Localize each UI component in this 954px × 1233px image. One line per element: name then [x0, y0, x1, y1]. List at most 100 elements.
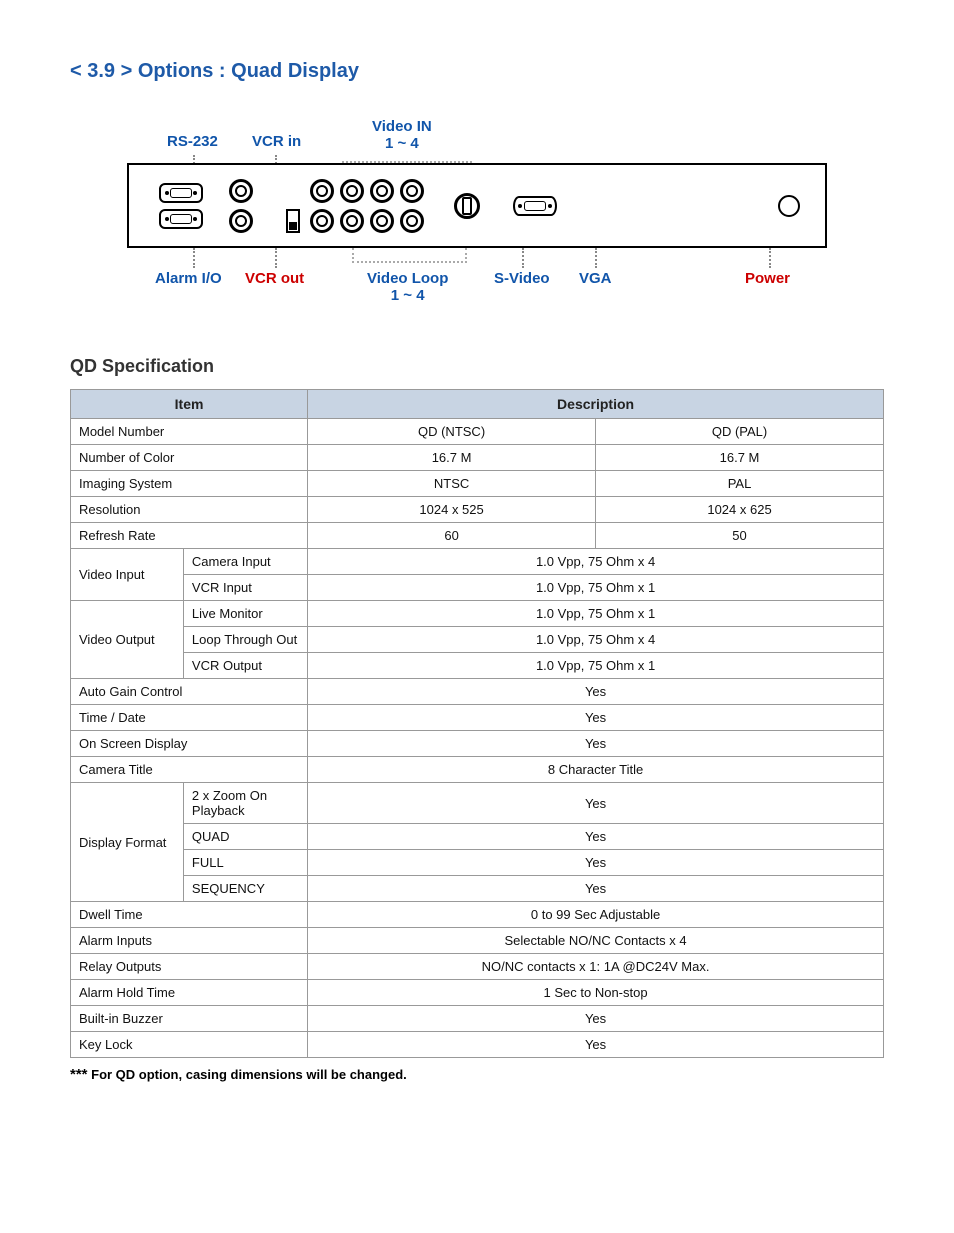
cell-val: 1 Sec to Non-stop	[308, 980, 884, 1006]
cell-val: 8 Character Title	[308, 757, 884, 783]
cell-item: Alarm Hold Time	[71, 980, 308, 1006]
table-row: Alarm Hold Time 1 Sec to Non-stop	[71, 980, 884, 1006]
cell-val: Yes	[308, 1032, 884, 1058]
table-row: Imaging System NTSC PAL	[71, 471, 884, 497]
table-row: Alarm Inputs Selectable NO/NC Contacts x…	[71, 928, 884, 954]
cell-subitem: 2 x Zoom On Playback	[183, 783, 307, 824]
cell-item: Number of Color	[71, 445, 308, 471]
cell-val-pal: 16.7 M	[596, 445, 884, 471]
cell-val: NO/NC contacts x 1: 1A @DC24V Max.	[308, 954, 884, 980]
cell-subitem: QUAD	[183, 824, 307, 850]
cell-item: Auto Gain Control	[71, 679, 308, 705]
label-alarm-io: Alarm I/O	[155, 270, 222, 287]
cell-item: Refresh Rate	[71, 523, 308, 549]
cell-item: Key Lock	[71, 1032, 308, 1058]
label-vcr-out: VCR out	[245, 270, 304, 287]
cell-val: 0 to 99 Sec Adjustable	[308, 902, 884, 928]
cell-subitem: SEQUENCY	[183, 876, 307, 902]
cell-val-ntsc: QD (NTSC)	[308, 419, 596, 445]
table-row: Display Format 2 x Zoom On Playback Yes	[71, 783, 884, 824]
table-row: Auto Gain Control Yes	[71, 679, 884, 705]
cell-val: Yes	[308, 679, 884, 705]
cell-val: Yes	[308, 824, 884, 850]
label-vcr-in: VCR in	[252, 133, 301, 150]
table-row: Built-in Buzzer Yes	[71, 1006, 884, 1032]
cell-subitem: VCR Input	[183, 575, 307, 601]
panel-box	[127, 163, 827, 248]
connector-diagram: RS-232 VCR in Video IN 1 ~ 4	[127, 113, 827, 306]
label-rs232: RS-232	[167, 133, 218, 150]
label-svideo: S-Video	[494, 270, 550, 287]
svideo-port	[454, 193, 480, 219]
cell-val: 1.0 Vpp, 75 Ohm x 1	[308, 575, 884, 601]
cell-val-ntsc: NTSC	[308, 471, 596, 497]
vga-port	[513, 196, 557, 216]
cell-val-pal: QD (PAL)	[596, 419, 884, 445]
cell-subitem: Live Monitor	[183, 601, 307, 627]
rs232-alarm-ports	[159, 183, 203, 229]
table-row: Video Output Live Monitor 1.0 Vpp, 75 Oh…	[71, 601, 884, 627]
table-row: Loop Through Out 1.0 Vpp, 75 Ohm x 4	[71, 627, 884, 653]
cell-item: Resolution	[71, 497, 308, 523]
cell-item-group: Video Input	[71, 549, 184, 601]
label-power: Power	[745, 270, 790, 287]
cell-val: 1.0 Vpp, 75 Ohm x 1	[308, 601, 884, 627]
vcr-ports	[229, 179, 253, 233]
table-header-row: Item Description	[71, 390, 884, 419]
cell-item: Relay Outputs	[71, 954, 308, 980]
footnote: *** For QD option, casing dimensions wil…	[70, 1066, 884, 1083]
spec-table: Item Description Model Number QD (NTSC) …	[70, 389, 884, 1058]
cell-val-pal: 1024 x 625	[596, 497, 884, 523]
table-row: Relay Outputs NO/NC contacts x 1: 1A @DC…	[71, 954, 884, 980]
table-row: Camera Title 8 Character Title	[71, 757, 884, 783]
table-row: On Screen Display Yes	[71, 731, 884, 757]
header-item: Item	[71, 390, 308, 419]
cell-val: Yes	[308, 876, 884, 902]
footnote-stars: ***	[70, 1066, 88, 1083]
cell-val: 1.0 Vpp, 75 Ohm x 4	[308, 627, 884, 653]
table-row: Video Input Camera Input 1.0 Vpp, 75 Ohm…	[71, 549, 884, 575]
cell-item: Model Number	[71, 419, 308, 445]
cell-val-ntsc: 60	[308, 523, 596, 549]
cell-val: 1.0 Vpp, 75 Ohm x 4	[308, 549, 884, 575]
table-row: Dwell Time 0 to 99 Sec Adjustable	[71, 902, 884, 928]
cell-val-ntsc: 1024 x 525	[308, 497, 596, 523]
label-vga: VGA	[579, 270, 612, 287]
table-row: Number of Color 16.7 M 16.7 M	[71, 445, 884, 471]
spec-title: QD Specification	[70, 356, 884, 377]
cell-item: On Screen Display	[71, 731, 308, 757]
cell-subitem: Loop Through Out	[183, 627, 307, 653]
cell-item: Alarm Inputs	[71, 928, 308, 954]
cell-val-pal: PAL	[596, 471, 884, 497]
table-row: Model Number QD (NTSC) QD (PAL)	[71, 419, 884, 445]
cell-val: Yes	[308, 1006, 884, 1032]
cell-item: Dwell Time	[71, 902, 308, 928]
table-row: VCR Output 1.0 Vpp, 75 Ohm x 1	[71, 653, 884, 679]
cell-val: Yes	[308, 850, 884, 876]
header-description: Description	[308, 390, 884, 419]
cell-val: Selectable NO/NC Contacts x 4	[308, 928, 884, 954]
section-title: < 3.9 > Options : Quad Display	[70, 60, 884, 83]
cell-val-ntsc: 16.7 M	[308, 445, 596, 471]
cell-item: Time / Date	[71, 705, 308, 731]
cell-item-group: Video Output	[71, 601, 184, 679]
cell-item-group: Display Format	[71, 783, 184, 902]
table-row: Refresh Rate 60 50	[71, 523, 884, 549]
table-row: Key Lock Yes	[71, 1032, 884, 1058]
cell-val: Yes	[308, 731, 884, 757]
cell-item: Camera Title	[71, 757, 308, 783]
footnote-text: For QD option, casing dimensions will be…	[88, 1067, 407, 1082]
table-row: VCR Input 1.0 Vpp, 75 Ohm x 1	[71, 575, 884, 601]
table-row: Resolution 1024 x 525 1024 x 625	[71, 497, 884, 523]
table-row: Time / Date Yes	[71, 705, 884, 731]
cell-val: Yes	[308, 783, 884, 824]
cell-val-pal: 50	[596, 523, 884, 549]
table-row: FULL Yes	[71, 850, 884, 876]
label-video-loop: Video Loop 1 ~ 4	[367, 270, 448, 304]
cell-subitem: FULL	[183, 850, 307, 876]
cell-val: 1.0 Vpp, 75 Ohm x 1	[308, 653, 884, 679]
table-row: QUAD Yes	[71, 824, 884, 850]
table-row: SEQUENCY Yes	[71, 876, 884, 902]
cell-subitem: VCR Output	[183, 653, 307, 679]
power-port	[778, 195, 800, 217]
